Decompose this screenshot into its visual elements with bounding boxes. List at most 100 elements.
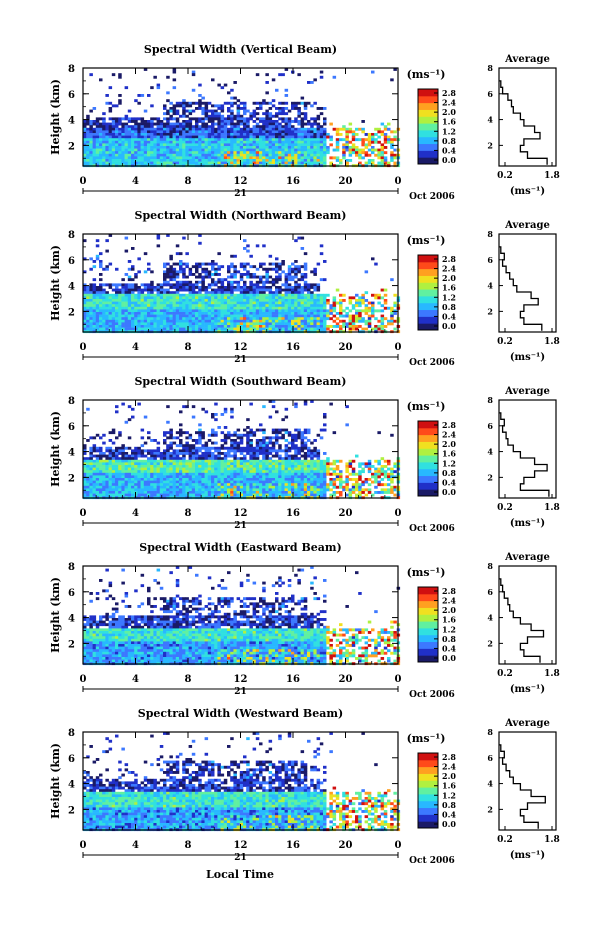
average-y-tick-label: 8 bbox=[487, 229, 493, 239]
colorbar-swatch bbox=[418, 759, 438, 768]
colorbar-tick-label: 2.8 bbox=[442, 254, 456, 264]
colorbar-tick-label: 0.0 bbox=[442, 487, 456, 497]
y-axis-label: Height (km) bbox=[49, 245, 62, 321]
average-xlabel: (ms⁻¹) bbox=[510, 518, 545, 529]
colorbar-swatch bbox=[418, 255, 438, 263]
colorbar-swatch bbox=[418, 627, 438, 636]
colorbar-swatch bbox=[418, 116, 438, 124]
heatmap-cells bbox=[83, 732, 401, 832]
y-tick-label: 2 bbox=[68, 805, 75, 816]
colorbar-swatch bbox=[418, 753, 438, 761]
y-tick-label: 8 bbox=[68, 64, 75, 75]
panel-title: Spectral Width (Westward Beam) bbox=[138, 707, 343, 720]
colorbar-unit: (ms⁻¹) bbox=[407, 68, 446, 81]
colorbar-swatch bbox=[418, 641, 438, 649]
colorbar-tick-label: 0.0 bbox=[442, 155, 456, 165]
x-tick-label: 16 bbox=[286, 674, 300, 685]
day-label: 21 bbox=[234, 521, 247, 531]
x-tick-label: 0 bbox=[395, 840, 402, 851]
date-label: Oct 2006 bbox=[409, 192, 455, 202]
date-label: Oct 2006 bbox=[409, 856, 455, 866]
average-y-tick-label: 6 bbox=[487, 255, 493, 265]
colorbar-tick-label: 2.0 bbox=[442, 771, 456, 781]
colorbar-swatch bbox=[418, 607, 438, 615]
average-y-tick-label: 8 bbox=[487, 727, 493, 737]
average-x-tick-label: 1.8 bbox=[544, 669, 560, 679]
day-label: 21 bbox=[234, 355, 247, 365]
colorbar-tick-label: 2.0 bbox=[442, 273, 456, 283]
day-label: 21 bbox=[234, 189, 247, 199]
average-y-tick-label: 6 bbox=[487, 587, 493, 597]
colorbar-frame bbox=[417, 586, 439, 663]
x-tick-label: 4 bbox=[132, 176, 139, 187]
day-label: 21 bbox=[234, 687, 247, 697]
colorbar-swatch bbox=[418, 593, 438, 602]
x-tick-label: 0 bbox=[395, 674, 402, 685]
colorbar-swatch bbox=[418, 807, 438, 815]
y-tick-label: 6 bbox=[68, 588, 75, 599]
average-frame bbox=[498, 731, 557, 831]
average-xlabel: (ms⁻¹) bbox=[510, 352, 545, 363]
average-x-tick-label: 1.8 bbox=[544, 835, 560, 845]
y-tick-label: 2 bbox=[68, 473, 75, 484]
x-tick-label: 16 bbox=[286, 508, 300, 519]
x-tick-label: 0 bbox=[395, 508, 402, 519]
panel-2: Spectral Width (Northward Beam)0 4 8 12 16 20… bbox=[49, 209, 560, 368]
x-tick-label: 8 bbox=[185, 342, 192, 353]
average-title: Average bbox=[504, 220, 550, 231]
colorbar-swatch bbox=[418, 323, 438, 331]
y-tick-label: 8 bbox=[68, 728, 75, 739]
colorbar-swatch bbox=[418, 455, 438, 463]
x-tick-label: 8 bbox=[185, 176, 192, 187]
average-y-tick-label: 4 bbox=[487, 115, 493, 125]
average-x-tick-label: 0.2 bbox=[497, 503, 513, 513]
y-tick-label: 8 bbox=[68, 562, 75, 573]
y-tick-label: 6 bbox=[68, 256, 75, 267]
average-y-tick-label: 6 bbox=[487, 89, 493, 99]
colorbar-tick-label: 0.8 bbox=[442, 136, 456, 146]
average-frame bbox=[498, 67, 557, 167]
colorbar-swatch bbox=[418, 89, 438, 97]
panel-title: Spectral Width (Southward Beam) bbox=[134, 375, 346, 388]
average-y-tick-label: 6 bbox=[487, 753, 493, 763]
colorbar-tick-label: 0.8 bbox=[442, 302, 456, 312]
colorbar-tick-label: 0.4 bbox=[442, 145, 456, 155]
average-frame bbox=[498, 565, 557, 665]
colorbar-tick-label: 0.4 bbox=[442, 809, 456, 819]
average-xlabel: (ms⁻¹) bbox=[510, 850, 545, 861]
colorbar-swatch bbox=[418, 475, 438, 483]
colorbar-swatch bbox=[418, 95, 438, 104]
colorbar-swatch bbox=[418, 648, 438, 656]
colorbar-swatch bbox=[418, 295, 438, 304]
colorbar-tick-label: 2.8 bbox=[442, 586, 456, 596]
colorbar-tick-label: 1.2 bbox=[442, 624, 456, 634]
colorbar-tick-label: 0.4 bbox=[442, 311, 456, 321]
average-y-tick-label: 2 bbox=[487, 638, 493, 648]
colorbar-tick-label: 1.6 bbox=[442, 781, 456, 791]
average-profile-panel: Average 2 4 6 8 0.2 1.8 (ms⁻¹) bbox=[487, 54, 559, 197]
date-label: Oct 2006 bbox=[409, 358, 455, 368]
colorbar-swatch bbox=[418, 634, 438, 643]
average-title: Average bbox=[504, 718, 550, 729]
average-frame bbox=[498, 399, 557, 499]
x-tick-label: 4 bbox=[132, 342, 139, 353]
panel-3: Spectral Width (Southward Beam)0 4 8 12 16 20… bbox=[49, 375, 560, 534]
x-tick-label: 20 bbox=[339, 840, 353, 851]
colorbar-swatch bbox=[418, 427, 438, 436]
colorbar-unit: (ms⁻¹) bbox=[407, 732, 446, 745]
average-xlabel: (ms⁻¹) bbox=[510, 186, 545, 197]
colorbar-swatch bbox=[418, 780, 438, 788]
colorbar-tick-label: 0.8 bbox=[442, 468, 456, 478]
average-y-tick-label: 2 bbox=[487, 140, 493, 150]
colorbar-swatch bbox=[418, 773, 438, 781]
x-tick-label: 16 bbox=[286, 176, 300, 187]
colorbar-swatch bbox=[418, 136, 438, 145]
panel-title: Spectral Width (Northward Beam) bbox=[135, 209, 347, 222]
colorbar-tick-label: 2.4 bbox=[442, 596, 456, 606]
colorbar-swatch bbox=[418, 587, 438, 595]
colorbar-tick-label: 0.8 bbox=[442, 634, 456, 644]
average-profile-panel: Average 2 4 6 8 0.2 1.8 (ms⁻¹) bbox=[487, 220, 559, 363]
y-tick-label: 4 bbox=[68, 614, 75, 625]
colorbar-unit: (ms⁻¹) bbox=[407, 566, 446, 579]
